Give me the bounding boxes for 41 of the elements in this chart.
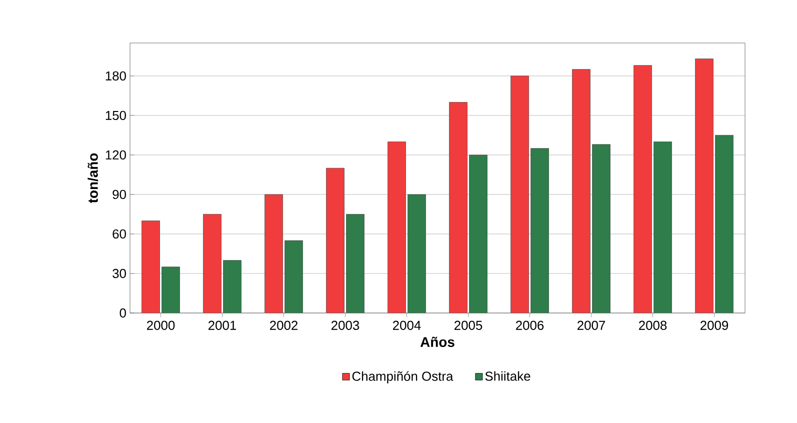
legend-label: Shiitake bbox=[485, 371, 530, 381]
bar bbox=[510, 76, 529, 313]
bar bbox=[572, 69, 590, 313]
bar bbox=[530, 148, 549, 313]
bar bbox=[408, 194, 426, 313]
bar bbox=[388, 142, 406, 313]
bar bbox=[654, 142, 672, 313]
bar bbox=[264, 194, 283, 313]
x-tick-label: 2008 bbox=[639, 320, 667, 330]
bar bbox=[469, 154, 488, 313]
bar bbox=[715, 134, 734, 313]
y-tick-label: 150 bbox=[106, 110, 126, 120]
x-tick-label: 2005 bbox=[454, 320, 482, 330]
x-tick-label: 2007 bbox=[578, 320, 606, 330]
bar bbox=[634, 65, 652, 313]
x-tick-label: 2002 bbox=[270, 320, 298, 330]
x-tick-label: 2004 bbox=[393, 320, 421, 330]
bar bbox=[449, 102, 468, 313]
bar bbox=[162, 266, 180, 313]
y-tick-label: 60 bbox=[112, 229, 126, 239]
bar bbox=[326, 168, 344, 313]
y-tick-label: 180 bbox=[106, 71, 126, 81]
legend-label: Champiñón Ostra bbox=[352, 371, 454, 384]
y-tick-label: 0 bbox=[120, 308, 126, 318]
y-axis-title: ton/año bbox=[88, 153, 98, 204]
x-tick-label: 2003 bbox=[332, 320, 360, 330]
x-tick-label: 2009 bbox=[700, 320, 728, 330]
y-tick-label: 30 bbox=[112, 268, 126, 278]
bar bbox=[695, 58, 714, 313]
bar bbox=[223, 260, 242, 313]
bar bbox=[346, 214, 364, 313]
bar bbox=[203, 214, 222, 313]
bar bbox=[592, 144, 610, 313]
x-tick-label: 2006 bbox=[516, 320, 544, 330]
bar bbox=[142, 220, 160, 313]
y-tick-label: 120 bbox=[106, 150, 126, 160]
x-axis-title: Años bbox=[420, 336, 454, 347]
x-tick-label: 2000 bbox=[147, 320, 175, 330]
y-tick-label: 90 bbox=[112, 190, 126, 200]
x-tick-label: 2001 bbox=[208, 320, 236, 330]
bar bbox=[284, 240, 303, 313]
